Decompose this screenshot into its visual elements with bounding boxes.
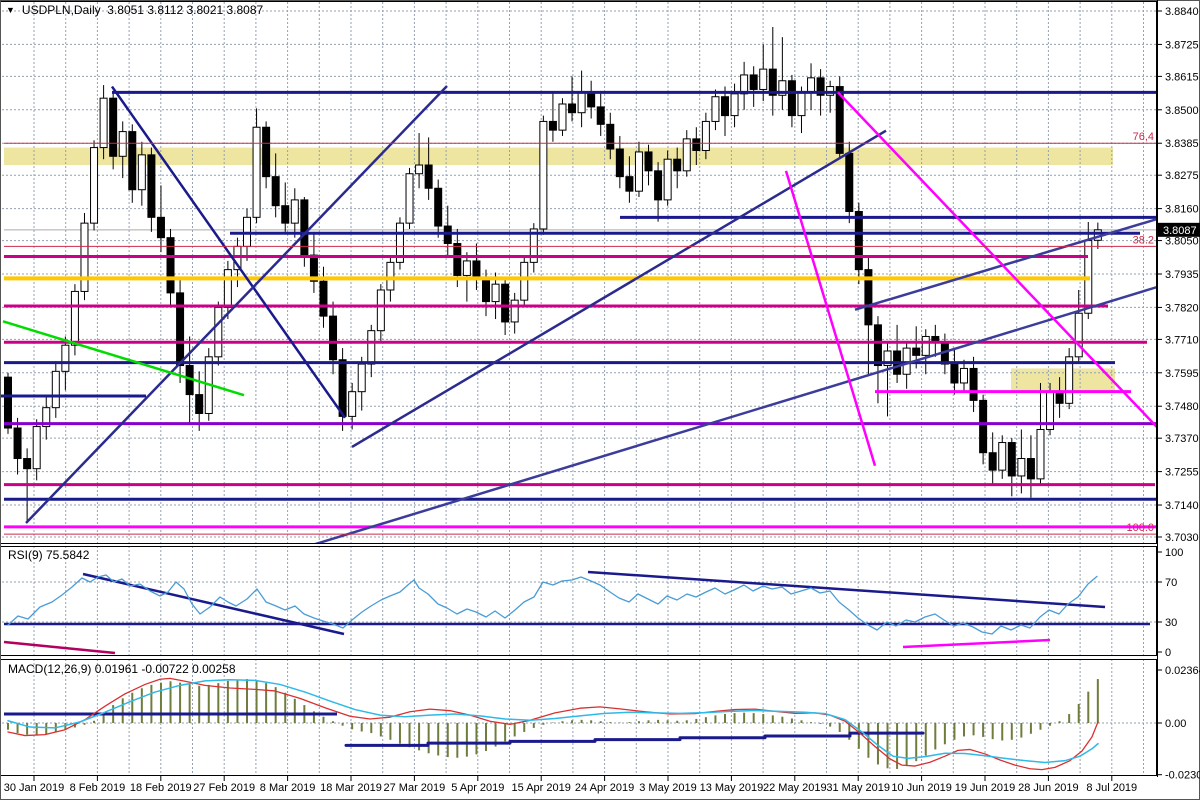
svg-text:27 Mar 2019: 27 Mar 2019 [384,782,446,794]
svg-text:3.7710: 3.7710 [1165,334,1199,346]
macd-indicator-label: MACD(12,26,9) 0.01961 -0.00722 0.00258 [8,662,236,676]
svg-text:76,4: 76,4 [1133,131,1154,143]
svg-text:30: 30 [1165,617,1177,629]
svg-text:10 Jun 2019: 10 Jun 2019 [891,782,952,794]
main-chart-pane[interactable] [4,26,1157,522]
svg-text:3.8087: 3.8087 [1163,225,1197,237]
svg-text:0.02364: 0.02364 [1165,665,1200,677]
rsi-pane[interactable] [3,570,1150,655]
svg-text:3.8385: 3.8385 [1165,138,1199,150]
svg-text:3.8050: 3.8050 [1165,236,1199,248]
svg-text:100.0: 100.0 [1126,522,1154,534]
time-axis[interactable]: 30 Jan 2019 8 Feb 2019 18 Feb 2019 27 Feb 2… [4,776,1137,794]
svg-text:3.7370: 3.7370 [1165,433,1199,445]
fib-labels: 76,4 38.2 100.0 [1126,131,1154,534]
candles-layer [4,26,1102,522]
svg-text:3.7140: 3.7140 [1165,500,1199,512]
svg-text:3.8160: 3.8160 [1165,204,1199,216]
svg-text:100: 100 [1165,547,1183,559]
svg-text:3.7255: 3.7255 [1165,467,1199,479]
chart-ohlc-values: 3.8051 3.8112 3.8021 3.8087 [107,3,264,17]
svg-text:24 Apr 2019: 24 Apr 2019 [575,782,634,794]
svg-text:38.2: 38.2 [1133,234,1154,246]
svg-text:3.8725: 3.8725 [1165,39,1199,51]
rsi-indicator-label: RSI(9) 75.5842 [8,548,90,562]
svg-text:31 May 2019: 31 May 2019 [826,782,890,794]
svg-text:3.8275: 3.8275 [1165,170,1199,182]
dropdown-arrow-icon[interactable]: ▼ [6,5,15,15]
chart-symbol-label: USDPLN,Daily [21,3,101,17]
chart-title-bar: ▼ USDPLN,Daily 3.8051 3.8112 3.8021 3.808… [6,3,263,17]
drawing-objects[interactable] [0,85,1157,546]
svg-text:13 May 2019: 13 May 2019 [700,782,764,794]
svg-text:18 Feb 2019: 18 Feb 2019 [130,782,192,794]
svg-text:0: 0 [1165,647,1171,659]
macd-pane[interactable] [4,677,1099,771]
grid-layer [2,2,1156,775]
svg-text:3.8840: 3.8840 [1165,6,1199,18]
svg-text:28 Jun 2019: 28 Jun 2019 [1018,782,1079,794]
current-price-box: 3.8087 [1158,222,1200,237]
svg-text:3.7030: 3.7030 [1165,532,1199,544]
svg-text:8 Feb 2019: 8 Feb 2019 [70,782,126,794]
svg-text:22 May 2019: 22 May 2019 [763,782,827,794]
svg-text:3.7480: 3.7480 [1165,401,1199,413]
svg-text:30 Jan 2019: 30 Jan 2019 [4,782,65,794]
svg-text:3.8615: 3.8615 [1165,71,1199,83]
svg-text:0.00: 0.00 [1165,718,1186,730]
svg-text:8 Mar 2019: 8 Mar 2019 [260,782,316,794]
svg-text:5 Apr 2019: 5 Apr 2019 [451,782,504,794]
svg-text:-0.02306: -0.02306 [1165,770,1200,782]
svg-text:3.8500: 3.8500 [1165,105,1199,117]
svg-text:3.7595: 3.7595 [1165,368,1199,380]
svg-text:3.7935: 3.7935 [1165,269,1199,281]
svg-text:18 Mar 2019: 18 Mar 2019 [320,782,382,794]
svg-text:27 Feb 2019: 27 Feb 2019 [193,782,255,794]
svg-text:19 Jun 2019: 19 Jun 2019 [955,782,1016,794]
svg-text:70: 70 [1165,577,1177,589]
svg-text:8 Jul 2019: 8 Jul 2019 [1086,782,1137,794]
svg-text:3 May 2019: 3 May 2019 [639,782,696,794]
price-axis[interactable]: 3.8840 3.8725 3.8615 3.8500 3.8385 3.8275 3.81… [1157,0,1200,782]
svg-text:15 Apr 2019: 15 Apr 2019 [512,782,571,794]
svg-text:3.7820: 3.7820 [1165,302,1199,314]
